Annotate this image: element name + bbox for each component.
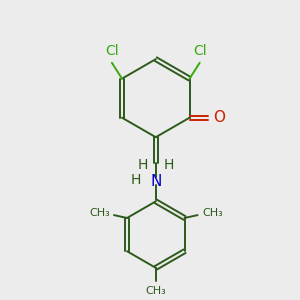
Text: H: H	[164, 158, 174, 172]
Text: H: H	[131, 173, 141, 187]
Text: CH₃: CH₃	[202, 208, 223, 218]
Text: Cl: Cl	[193, 44, 206, 58]
Text: N: N	[150, 174, 161, 189]
Text: O: O	[213, 110, 225, 125]
Text: CH₃: CH₃	[146, 286, 166, 296]
Text: Cl: Cl	[105, 44, 119, 58]
Text: CH₃: CH₃	[89, 208, 110, 218]
Text: H: H	[137, 158, 148, 172]
